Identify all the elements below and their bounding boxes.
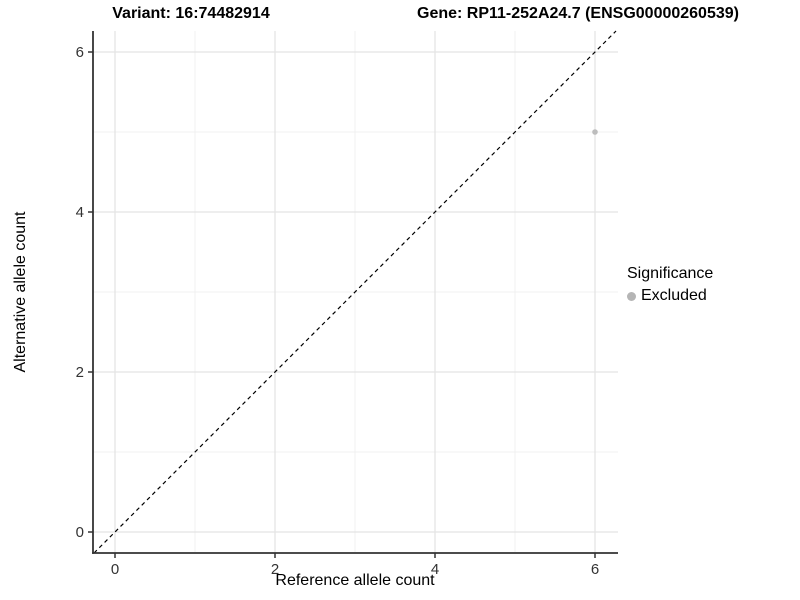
legend: Significance Excluded bbox=[627, 264, 713, 305]
plot-title-variant: Variant: 16:74482914 bbox=[112, 5, 270, 22]
legend-entry: Excluded bbox=[627, 287, 713, 305]
x-tick-label: 2 bbox=[271, 561, 279, 578]
data-point bbox=[592, 129, 598, 135]
x-tick-label: 0 bbox=[111, 561, 119, 578]
legend-entry-label: Excluded bbox=[641, 287, 707, 304]
x-tick-label: 4 bbox=[431, 561, 439, 578]
x-axis-title: Reference allele count bbox=[275, 572, 435, 589]
legend-point-swatch-icon bbox=[627, 291, 636, 301]
x-tick-label: 6 bbox=[591, 561, 599, 578]
y-axis-title: Alternative allele count bbox=[12, 211, 29, 373]
y-tick-label: 6 bbox=[76, 44, 84, 61]
legend-title: Significance bbox=[627, 265, 714, 282]
identity-line bbox=[93, 30, 617, 554]
y-tick-label: 0 bbox=[76, 524, 84, 541]
y-tick-label: 4 bbox=[76, 204, 84, 221]
plot-title-gene: Gene: RP11-252A24.7 (ENSG00000260539) bbox=[417, 5, 739, 22]
y-tick-label: 2 bbox=[76, 364, 84, 381]
